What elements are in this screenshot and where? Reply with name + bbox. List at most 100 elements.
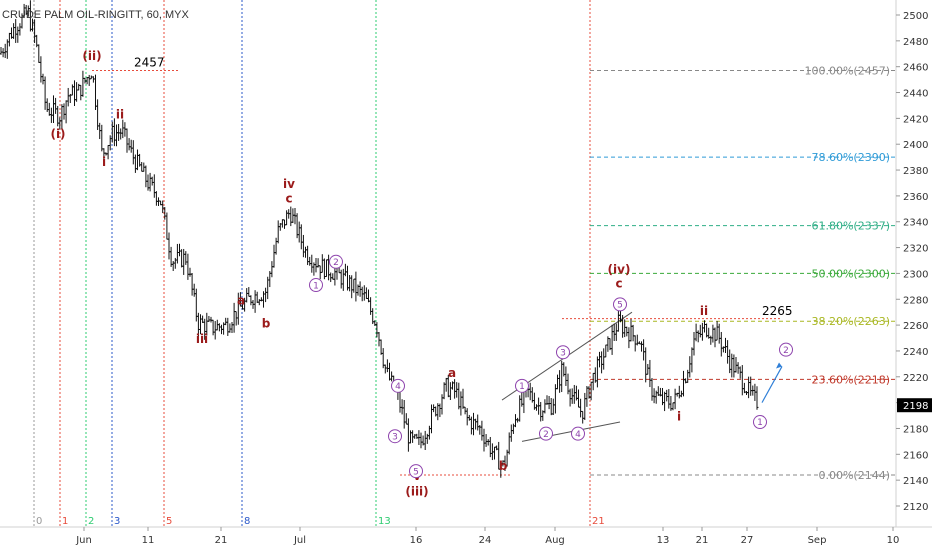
ohlc-bar [507,432,511,455]
ohlc-bar [167,232,171,260]
ohlc-bar [264,287,268,303]
ohlc-bar [115,124,118,147]
minor-wave-circle [556,345,570,360]
ohlc-bar [514,414,517,428]
forecast-arrow-head [776,362,782,369]
ohlc-bar [18,23,22,36]
ohlc-bar [232,302,236,333]
ohlc-bar [369,297,373,315]
ohlc-bar [60,104,64,130]
minor-wave-circle [409,464,423,479]
ohlc-bar [455,382,459,398]
minor-wave-circle [391,378,405,393]
ohlc-bar [234,311,238,326]
y-tick-label: 2440 [903,89,928,100]
ohlc-bar [543,399,547,414]
ohlc-bar [270,261,274,278]
ohlc-bar [33,19,37,44]
ohlc-bar [0,47,3,55]
minor-wave-label: 3 [392,432,398,442]
ohlc-bar [595,356,599,388]
ohlc-bar [165,212,169,240]
ohlc-bar [75,82,79,102]
x-tick-label: 10 [887,535,900,546]
ohlc-bar [635,334,639,346]
x-tick-label: 21 [696,535,709,546]
wave-label: (ii) [82,49,101,63]
ohlc-bar [157,197,160,206]
forecast-arrow [761,366,783,403]
ohlc-bar [186,253,190,280]
ohlc-bar [383,364,387,374]
ohlc-bar [556,374,559,390]
ohlc-bar [430,404,433,434]
ohlc-bar [577,389,580,408]
ohlc-bar [629,319,633,342]
ohlc-bar [631,324,635,342]
cycle-label: 5 [166,516,172,527]
ohlc-bar [207,315,211,322]
ohlc-bar [127,138,131,151]
wave-label: a [237,293,245,307]
ohlc-bar [325,259,328,278]
cycle-label: 0 [36,516,42,527]
ohlc-bar [276,220,280,244]
ohlc-bar [448,382,452,401]
fib-levels: 100.00%(2457)78.60%(2390)61.80%(2337)50.… [590,65,896,482]
cycle-label: 2 [88,516,94,527]
ohlc-bar [463,406,467,415]
ohlc-bar [348,275,352,292]
minor-wave-circle [329,254,343,269]
ohlc-bar [154,191,158,206]
ohlc-bar [3,43,7,59]
ohlc-bar [572,384,576,404]
ohlc-bar [560,360,564,393]
ohlc-bar [423,430,427,451]
fib-label: 38.20%(2263) [811,315,890,328]
ohlc-bar [259,297,263,302]
wave-label: a [448,366,456,380]
ohlc-bar [682,370,685,397]
ohlc-bar [352,278,356,293]
minor-wave-circle [779,342,793,357]
ohlc-bar [400,399,404,415]
ohlc-bar [698,324,702,338]
ohlc-bar [161,200,165,214]
ohlc-bar [511,423,515,434]
x-tick-label: 16 [410,535,423,546]
price-note: 2265 [762,304,793,318]
ohlc-bar [625,326,629,337]
ohlc-bar [406,418,410,452]
ohlc-bar [110,121,114,143]
wave-label: i [677,410,681,424]
ohlc-bar [320,254,324,273]
ohlc-bar [41,73,45,85]
wave-label: (i) [50,127,65,141]
ohlc-bar [472,412,475,436]
y-tick-label: 2280 [903,295,928,306]
ohlc-bar [81,70,85,97]
ohlc-bar [598,351,601,368]
ohlc-bar [432,404,436,413]
ohlc-bar [585,385,589,407]
ohlc-bar [614,323,618,341]
ohlc-bar [119,128,123,140]
current-price-tag [897,398,932,413]
ohlc-bar [37,44,41,63]
minor-wave-label: 2 [333,258,339,268]
ohlc-bar [343,263,347,277]
x-tick-label: Jul [293,535,306,546]
wave-label: c [285,191,292,205]
ohlc-bar [377,332,381,347]
ohlc-bar [54,97,58,114]
ohlc-bar [688,356,692,378]
ohlc-bar [14,19,18,43]
fib-label: 100.00%(2457) [804,65,890,78]
ohlc-bar [306,245,310,266]
ohlc-bar [301,234,305,258]
ohlc-bar [150,176,154,186]
ohlc-bar [581,410,585,424]
ohlc-bar [247,287,251,297]
ohlc-bar [474,418,478,430]
